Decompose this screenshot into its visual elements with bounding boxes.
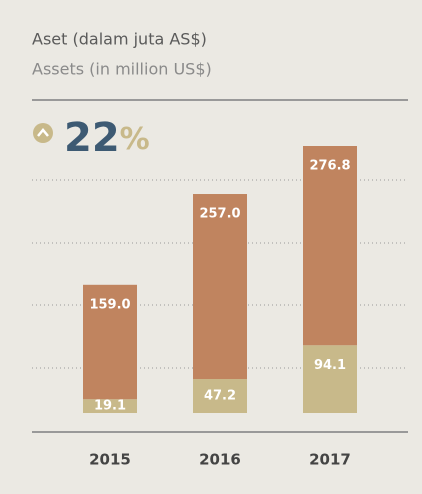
x-tick-label: 2016 bbox=[199, 451, 241, 469]
value-label: 94.1 bbox=[314, 358, 346, 373]
chart-subtitle: Assets (in million US$) bbox=[32, 60, 212, 79]
bar-segment bbox=[193, 194, 247, 380]
up-icon bbox=[33, 123, 53, 143]
chart-title: Aset (dalam juta AS$) bbox=[32, 30, 207, 49]
x-tick-label: 2015 bbox=[89, 451, 131, 469]
value-label: 159.0 bbox=[89, 297, 130, 312]
value-label: 276.8 bbox=[309, 159, 350, 174]
bar-segment bbox=[193, 379, 247, 413]
bar-segment bbox=[83, 399, 137, 413]
value-label: 47.2 bbox=[204, 389, 236, 404]
value-label: 19.1 bbox=[94, 399, 126, 414]
x-tick-label: 2017 bbox=[309, 451, 351, 469]
bar-segment bbox=[303, 345, 357, 413]
annotation-unit: % bbox=[120, 122, 150, 157]
bar-segment bbox=[83, 284, 137, 400]
annotation-value: 22 bbox=[64, 115, 120, 161]
annotation: 22% bbox=[64, 115, 150, 161]
bar-segment bbox=[303, 146, 357, 346]
value-label: 257.0 bbox=[199, 207, 240, 222]
